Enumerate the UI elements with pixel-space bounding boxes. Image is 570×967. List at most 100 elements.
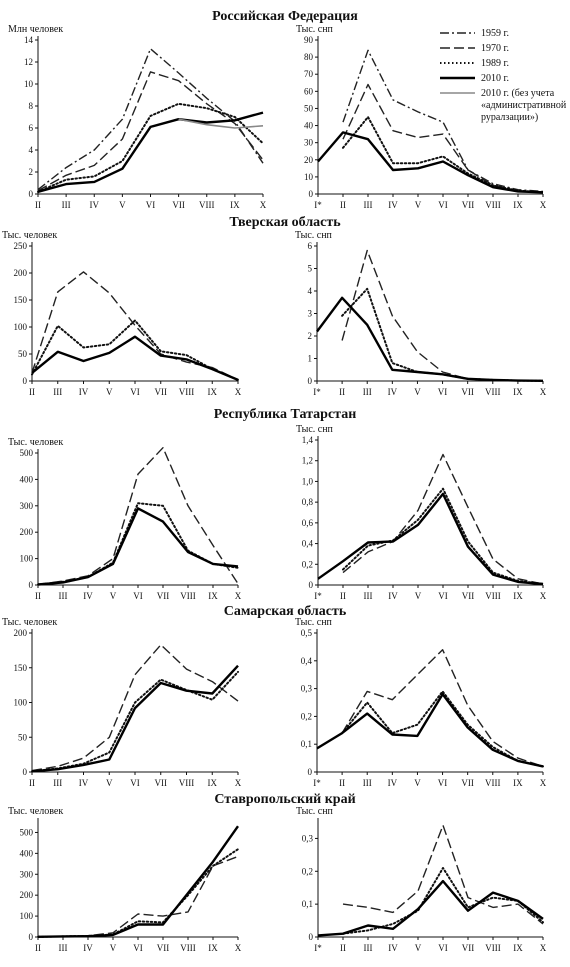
x-tick-label: VIII	[485, 200, 501, 210]
x-tick-label: VI	[146, 200, 156, 210]
x-tick-label: V	[415, 943, 422, 953]
series-line-solid	[37, 111, 264, 193]
series-line-solid	[316, 296, 544, 382]
x-tick-label: VIII	[180, 943, 196, 953]
series-line-dotted	[37, 102, 264, 193]
y-unit-label: Тыс. снп	[296, 424, 334, 435]
y-tick-label: 200	[14, 268, 28, 278]
series-line-solid	[37, 507, 239, 586]
x-tick-label: X	[540, 778, 547, 788]
y-tick-label: 0,2	[302, 866, 313, 876]
series-line-dotted	[31, 670, 239, 773]
y-tick-label: 0	[29, 189, 34, 199]
x-tick-label: III	[363, 387, 372, 397]
x-tick-label: VII	[462, 943, 475, 953]
y-tick-label: 200	[20, 527, 34, 537]
series-line-solid	[37, 825, 239, 938]
y-tick-label: 0,2	[302, 559, 313, 569]
y-tick-label: 4	[308, 286, 313, 296]
series-line-dashed	[341, 249, 544, 382]
x-tick-label: VIII	[179, 387, 195, 397]
x-tick-label: VI	[438, 943, 448, 953]
region-title: Самарская область	[224, 604, 347, 619]
x-tick-label: X	[235, 591, 242, 601]
y-tick-label: 100	[14, 322, 28, 332]
series-line-dashed	[341, 649, 544, 768]
x-tick-label: III	[59, 943, 68, 953]
x-tick-label: IX	[208, 778, 218, 788]
x-tick-label: VI	[133, 591, 143, 601]
y-tick-label: 250	[14, 241, 28, 251]
x-tick-label: III	[363, 778, 372, 788]
region-title-samara: Самарская область	[224, 604, 347, 619]
y-tick-label: 400	[20, 474, 34, 484]
x-tick-label: VI	[438, 778, 448, 788]
x-tick-label: VIII	[199, 200, 215, 210]
y-tick-label: 400	[20, 848, 34, 858]
x-tick-label: VII	[461, 387, 474, 397]
y-tick-label: 12	[24, 57, 33, 67]
x-tick-label: X	[260, 200, 267, 210]
x-tick-label: IV	[83, 591, 93, 601]
y-tick-label: 1,0	[302, 476, 314, 486]
x-tick-label: VI	[130, 778, 140, 788]
y-tick-label: 2	[308, 331, 313, 341]
x-tick-label: IV	[388, 591, 398, 601]
y-unit-label: Тыс. человек	[2, 230, 57, 241]
x-tick-label: III	[53, 387, 62, 397]
legend-label: 2010 г.	[481, 73, 509, 84]
y-tick-label: 100	[20, 554, 34, 564]
x-tick-label: II	[29, 387, 35, 397]
y-tick-label: 0,6	[302, 518, 314, 528]
y-tick-label: 6	[29, 123, 34, 133]
y-tick-label: 3	[308, 309, 313, 319]
region-title: Ставропольский край	[214, 792, 355, 807]
series-line-dotted	[342, 116, 544, 194]
legend: 1959 г. 1970 г. 1989 г. 2010 г. 2010 г. (без…	[440, 28, 567, 123]
y-tick-label: 5	[308, 264, 313, 274]
x-tick-label: VI	[438, 591, 448, 601]
x-tick-label: II	[339, 387, 345, 397]
x-tick-label: IV	[388, 943, 398, 953]
legend-label: руралзации»)	[481, 112, 538, 123]
y-unit-label: Млн человек	[8, 24, 63, 35]
x-tick-label: I*	[314, 200, 322, 210]
series-line-dotted	[31, 319, 239, 381]
legend-label: «административной	[481, 100, 567, 111]
x-tick-label: VIII	[179, 778, 195, 788]
legend-label: 1970 г.	[481, 43, 509, 54]
x-tick-label: II	[340, 943, 346, 953]
x-tick-label: V	[119, 200, 126, 210]
y-tick-label: 300	[20, 869, 34, 879]
y-tick-label: 1	[308, 354, 313, 364]
y-tick-label: 0,3	[302, 833, 314, 843]
x-tick-label: I*	[313, 778, 321, 788]
x-tick-label: II	[35, 591, 41, 601]
y-tick-label: 90	[304, 35, 314, 45]
legend-item-dashed: 1970 г.	[440, 43, 509, 54]
x-tick-label: IX	[513, 778, 523, 788]
x-tick-label: I*	[314, 591, 322, 601]
y-tick-label: 50	[18, 349, 28, 359]
x-tick-label: X	[540, 387, 547, 397]
x-tick-label: IX	[208, 591, 218, 601]
series-line-solid	[317, 879, 544, 937]
y-tick-label: 0	[309, 580, 314, 590]
x-tick-label: IV	[83, 943, 93, 953]
x-tick-label: VI	[438, 387, 448, 397]
legend-label: 1959 г.	[481, 28, 509, 39]
x-tick-label: X	[540, 591, 547, 601]
series-line-dashdot	[342, 49, 544, 193]
x-tick-label: II	[35, 200, 41, 210]
series-line-solid	[31, 335, 239, 382]
x-tick-label: IX	[513, 591, 523, 601]
region-title: Российская Федерация	[212, 9, 358, 24]
x-tick-label: X	[540, 200, 547, 210]
x-tick-label: IV	[90, 200, 100, 210]
